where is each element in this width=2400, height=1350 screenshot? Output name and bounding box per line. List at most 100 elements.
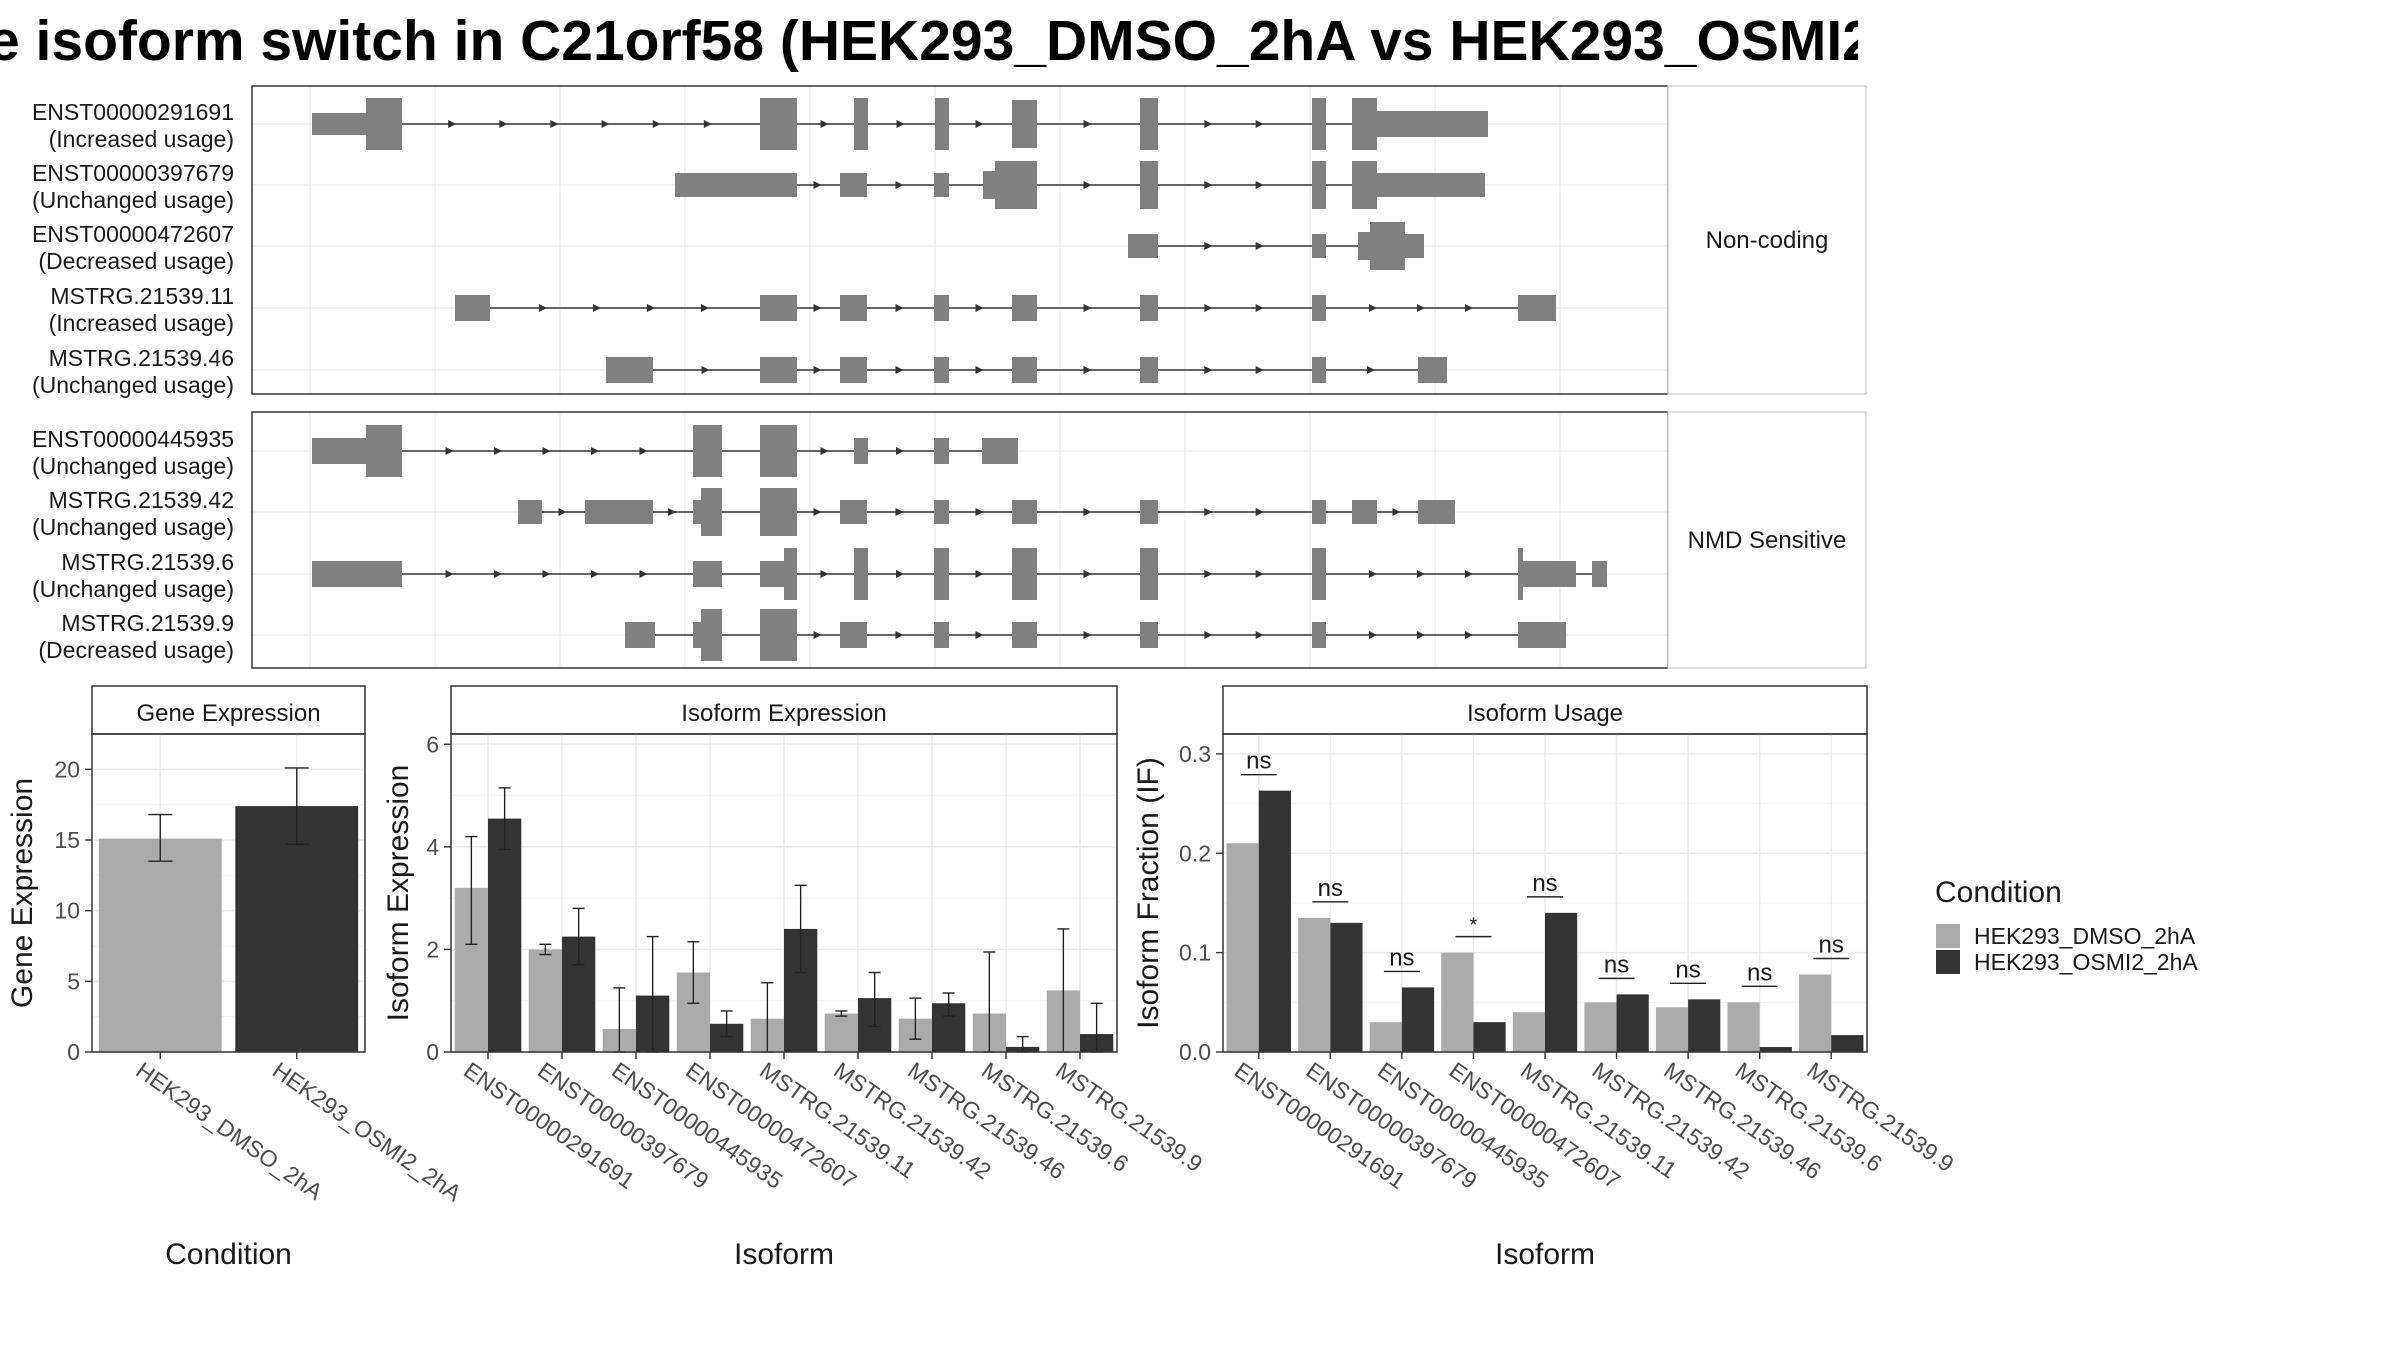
exon-block [693,561,722,587]
y-tick-label: 0.3 [1179,741,1211,767]
strip-label: Isoform Expression [681,700,886,727]
intron-arrow [896,447,904,455]
exon-block [854,98,868,150]
significance-label: ns [1532,870,1557,897]
strip-box [450,685,1118,735]
intron-arrow [1083,120,1092,128]
bar-osmi [1330,922,1363,1052]
exon-block [934,295,949,321]
bar-panel-frame [450,733,1118,1053]
intron-arrow [593,304,601,312]
exon-block [585,500,653,524]
intron-arrow [1255,508,1264,516]
intron-arrow [895,631,904,639]
exon-block [1012,548,1037,600]
significance-label: ns [1318,875,1343,902]
bar-osmi [1258,790,1291,1052]
exon-block [1312,295,1326,321]
exon-block [693,500,701,524]
intron-arrow [895,366,904,374]
strip-box [91,685,366,735]
bar-panel-frame [1222,733,1868,1053]
exon-block [760,357,797,383]
bar-osmi [488,818,522,1052]
bar-dmso [1369,1022,1402,1052]
exon-block [1312,548,1326,600]
intron-arrow [820,120,829,128]
transcript-usage-label: (Unchanged usage) [32,372,234,398]
exon-block [1518,295,1556,321]
significance-label: ns [1604,951,1629,978]
intron-arrow [591,570,599,578]
intron-arrow [1255,242,1264,250]
intron-arrow [1204,304,1213,312]
exon-block [1140,357,1158,383]
exon-block [312,561,402,587]
exon-block [760,488,797,536]
exon-block [1352,98,1377,150]
transcript-id-label: MSTRG.21539.9 [61,610,234,636]
x-axis-title: Isoform [734,1238,834,1271]
transcript-id-label: MSTRG.21539.6 [61,549,234,575]
intron-arrow [1083,304,1092,312]
y-tick-label: 0.0 [1179,1039,1211,1065]
exon-block [1370,222,1405,270]
exon-block [1377,111,1488,137]
exon-block [518,500,542,524]
bar-dmso [1799,974,1832,1052]
intron-arrow [1255,366,1264,374]
significance-label: ns [1246,748,1271,775]
intron-arrow [1255,120,1264,128]
exon-block [1312,622,1326,648]
legend-key-osmi [1936,950,1960,974]
significance-label: ns [1675,956,1700,983]
exon-block [1592,561,1607,587]
intron-arrow [1367,366,1375,374]
bar-dmso [1512,1012,1545,1052]
exon-block [934,357,949,383]
transcript-id-label: ENST00000291691 [32,99,234,125]
intron-arrow [1417,570,1425,578]
intron-arrow [813,631,822,639]
exon-block [935,98,949,150]
transcript-id-label: ENST00000397679 [32,160,234,186]
exon-block [1012,357,1037,383]
exon-block [982,438,1018,464]
exon-block [1418,357,1447,383]
structure-panel-label: NMD Sensitive [1688,527,1847,554]
exon-block [840,622,867,648]
intron-arrow [1083,570,1092,578]
y-tick-label: 0.1 [1179,940,1211,966]
exon-block [1405,234,1424,258]
intron-arrow [1204,508,1213,516]
exon-block [1012,100,1037,148]
intron-arrow [813,366,822,374]
intron-arrow [1465,570,1473,578]
exon-block [1140,500,1158,524]
exon-block [840,173,867,197]
intron-arrow [975,304,984,312]
exon-block [312,113,366,135]
exon-block [934,500,949,524]
exon-block [366,98,402,150]
intron-arrow [1255,631,1264,639]
bar-osmi [1545,912,1578,1052]
y-tick-label: 6 [426,731,439,757]
transcript-id-label: MSTRG.21539.11 [50,283,234,309]
legend-label-osmi: HEK293_OSMI2_2hA [1974,949,2198,975]
intron-arrow [494,570,502,578]
intron-arrow [1083,181,1092,189]
intron-arrow [445,447,454,455]
exon-block [840,500,867,524]
legend-title: Condition [1935,876,2062,909]
exon-block [760,98,797,150]
exon-block [1352,161,1377,209]
intron-arrow [448,120,457,128]
exon-block [983,171,995,199]
bar-osmi [1401,987,1435,1052]
significance-label: ns [1747,959,1772,986]
exon-block [760,295,797,321]
bar-dmso [1298,917,1331,1052]
intron-arrow [445,570,454,578]
